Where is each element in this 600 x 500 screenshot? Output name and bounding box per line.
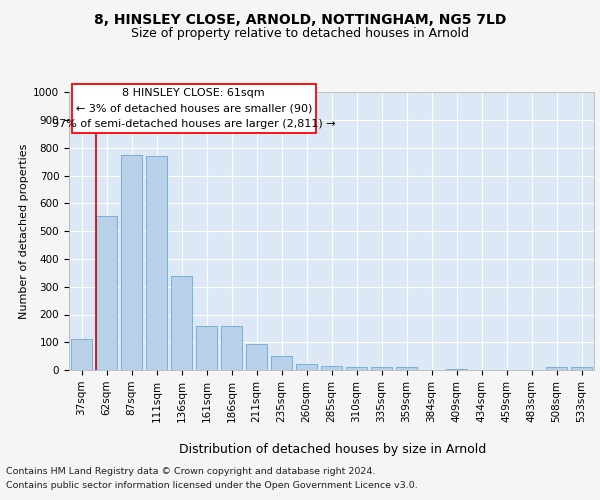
Bar xyxy=(71,340,92,370)
Bar xyxy=(271,356,292,370)
Bar xyxy=(571,367,592,370)
Text: Distribution of detached houses by size in Arnold: Distribution of detached houses by size … xyxy=(179,442,487,456)
Y-axis label: Number of detached properties: Number of detached properties xyxy=(19,144,29,319)
Text: 8, HINSLEY CLOSE, ARNOLD, NOTTINGHAM, NG5 7LD: 8, HINSLEY CLOSE, ARNOLD, NOTTINGHAM, NG… xyxy=(94,12,506,26)
Text: Contains HM Land Registry data © Crown copyright and database right 2024.: Contains HM Land Registry data © Crown c… xyxy=(6,468,376,476)
Bar xyxy=(96,216,117,370)
FancyBboxPatch shape xyxy=(71,84,316,132)
Bar xyxy=(446,368,467,370)
Bar xyxy=(221,326,242,370)
Bar xyxy=(196,326,217,370)
Bar xyxy=(246,344,267,370)
Text: Contains public sector information licensed under the Open Government Licence v3: Contains public sector information licen… xyxy=(6,481,418,490)
Bar xyxy=(371,366,392,370)
Bar xyxy=(171,276,192,370)
Bar xyxy=(321,366,342,370)
Bar xyxy=(121,155,142,370)
Text: 8 HINSLEY CLOSE: 61sqm
← 3% of detached houses are smaller (90)
97% of semi-deta: 8 HINSLEY CLOSE: 61sqm ← 3% of detached … xyxy=(52,88,335,129)
Text: Size of property relative to detached houses in Arnold: Size of property relative to detached ho… xyxy=(131,28,469,40)
Bar xyxy=(146,156,167,370)
Bar xyxy=(396,367,417,370)
Bar xyxy=(296,364,317,370)
Bar xyxy=(546,367,567,370)
Bar xyxy=(346,366,367,370)
